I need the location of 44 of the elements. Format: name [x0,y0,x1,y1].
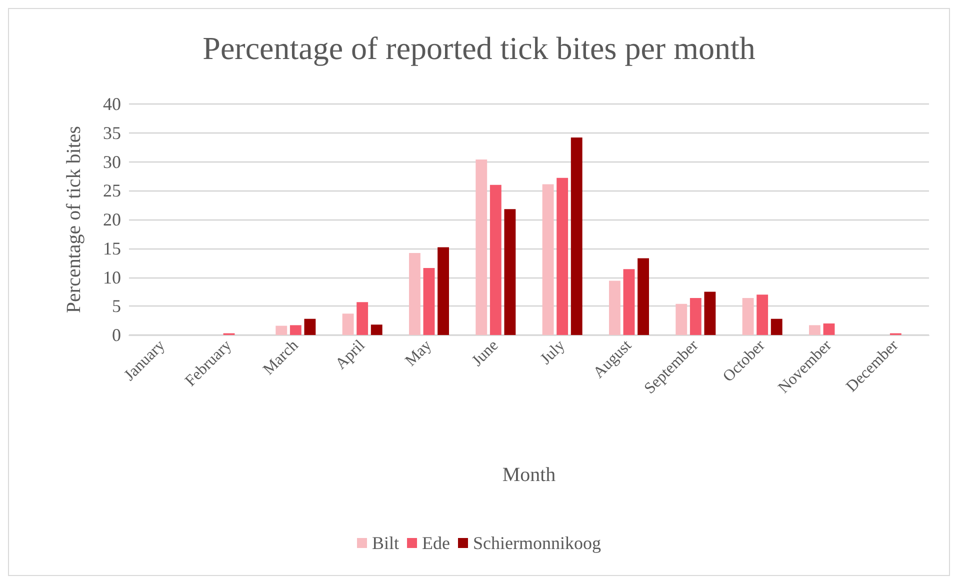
bar [476,159,488,335]
bar [704,292,716,335]
y-tick-label: 5 [112,296,121,316]
bar [438,247,449,335]
y-tick-label: 30 [103,152,121,172]
x-tick-label: May [402,336,436,370]
bar [623,269,635,335]
bar [638,258,649,335]
y-tick-label: 0 [112,325,121,345]
x-tick-label: June [468,336,502,370]
y-tick-label: 25 [103,180,121,201]
bar [409,252,420,335]
bar [342,314,354,335]
bar [490,184,502,335]
y-tick-label: 20 [103,210,121,230]
bar [370,324,382,335]
legend-label: Ede [422,533,450,553]
bar [504,209,516,335]
bar [570,137,582,335]
bar [676,304,688,335]
bar [742,298,754,335]
bar [690,298,702,335]
bar [542,184,554,335]
x-axis-title: Month [502,464,556,486]
y-axis-title: Percentage of tick bites [63,126,85,314]
y-tick-label: 15 [103,238,121,258]
y-tick-label: 40 [103,94,121,114]
bar [770,318,782,335]
y-tick-label: 10 [103,267,121,288]
bar [556,178,568,335]
y-tick-label: 35 [103,122,121,143]
bar [756,294,768,335]
bar [609,280,620,335]
bar [356,302,368,335]
bar [290,325,302,335]
bar [423,268,435,335]
legend-label: Schiermonnikoog [473,533,602,553]
bar [809,325,820,335]
legend-label: Bilt [372,533,400,553]
chart-title: Percentage of reported tick bites per month [202,30,756,66]
x-tick-label: July [537,336,568,368]
bar [276,326,288,335]
bar [823,323,835,335]
bar [304,318,316,335]
